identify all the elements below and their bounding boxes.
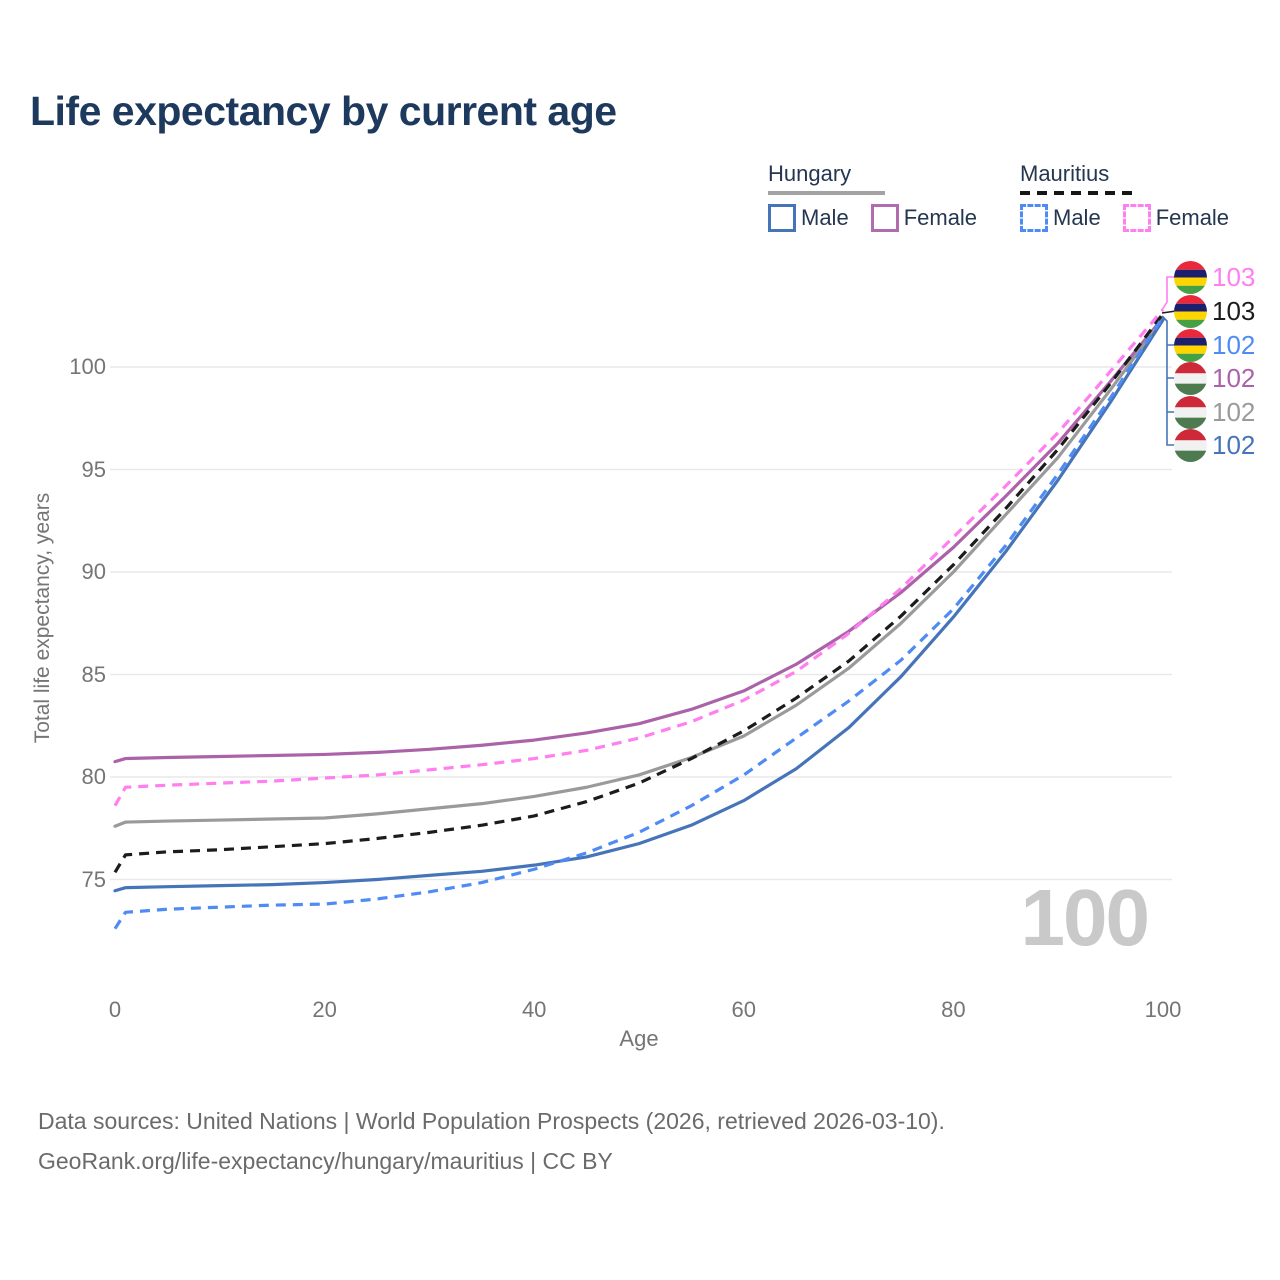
legend-swatch-hungary-female [870,204,899,232]
end-label-row: 102 [1174,361,1255,395]
hover-age-watermark: 100 [1020,873,1150,962]
legend-item-label: Female [1155,205,1230,230]
legend-swatch-mauritius-female [1122,204,1151,232]
legend-country-label: Mauritius [1020,161,1110,186]
end-label-value: 102 [1212,397,1256,427]
x-tick-label: 100 [1144,997,1182,1022]
legend-row-hungary: Male Female [768,204,999,232]
mauritius-flag-icon [1174,329,1207,362]
series-line-hungary-female[interactable] [113,316,1165,764]
end-label-row: 102 [1174,328,1255,362]
legend-country-label: Hungary [768,161,852,186]
y-axis-title: Total life expectancy, years [31,492,54,744]
legend-country-mauritius[interactable]: Mauritius [1020,160,1251,195]
x-axis-title: Age [619,1026,659,1051]
legend-underline-solid [768,191,885,195]
series-line-mauritius-male[interactable] [113,315,1165,930]
series-line-hungary-both[interactable] [113,317,1165,828]
end-label-value: 102 [1212,430,1256,460]
end-label-value: 102 [1212,330,1256,360]
legend-swatch-hungary-male [768,204,796,232]
legend-group-hungary: Hungary Male Female [768,160,999,232]
legend-country-hungary[interactable]: Hungary [768,160,999,195]
legend-swatch-mauritius-male [1020,204,1048,232]
y-tick-label: 100 [69,354,106,379]
page-title: Life expectancy by current age [30,88,617,134]
x-tick-label: 60 [731,997,757,1022]
mauritius-flag-icon [1174,295,1207,328]
hungary-flag-icon [1174,429,1207,462]
legend-item-hungary-male[interactable]: Male [768,204,849,232]
y-tick-label: 90 [81,559,106,584]
hungary-flag-icon [1174,362,1207,395]
y-tick-label: 95 [81,456,106,482]
end-label-value: 103 [1212,262,1256,292]
legend-item-mauritius-female[interactable]: Female [1122,204,1230,232]
end-label-row: 102 [1174,395,1255,429]
x-tick-label: 0 [108,997,122,1022]
end-label-value: 102 [1212,363,1256,393]
hungary-flag-icon [1174,396,1207,429]
series-line-hungary-male[interactable] [113,318,1165,893]
legend-item-label: Male [801,205,849,230]
legend-item-label: Female [903,205,978,230]
series-line-mauritius-both[interactable] [113,312,1165,874]
legend-item-hungary-female[interactable]: Female [870,204,978,232]
footer-attribution: GeoRank.org/life-expectancy/hungary/maur… [38,1148,613,1174]
y-tick-label: 80 [81,764,106,789]
series-line-mauritius-female[interactable] [113,308,1165,807]
legend-item-label: Male [1053,205,1101,230]
end-label-value: 103 [1212,296,1256,326]
mauritius-flag-icon [1174,261,1207,294]
legend-row-mauritius: Male Female [1020,204,1251,232]
end-label-connector [1161,276,1176,311]
x-tick-label: 20 [312,997,337,1022]
y-tick-label: 75 [81,866,106,892]
end-label-row: 102 [1174,428,1255,462]
legend-underline-dashed [1020,191,1133,195]
end-label-connector [1161,315,1176,446]
legend-group-mauritius: Mauritius Male Female [1020,160,1251,232]
y-tick-label: 85 [81,661,106,687]
end-label-connector [1161,310,1177,314]
x-tick-label: 80 [941,997,966,1022]
footer-sources: Data sources: United Nations | World Pop… [38,1108,945,1134]
end-label-row: 103 [1174,294,1255,328]
end-label-row: 103 [1174,260,1255,294]
legend-item-mauritius-male[interactable]: Male [1020,204,1101,232]
x-tick-label: 40 [521,997,547,1022]
